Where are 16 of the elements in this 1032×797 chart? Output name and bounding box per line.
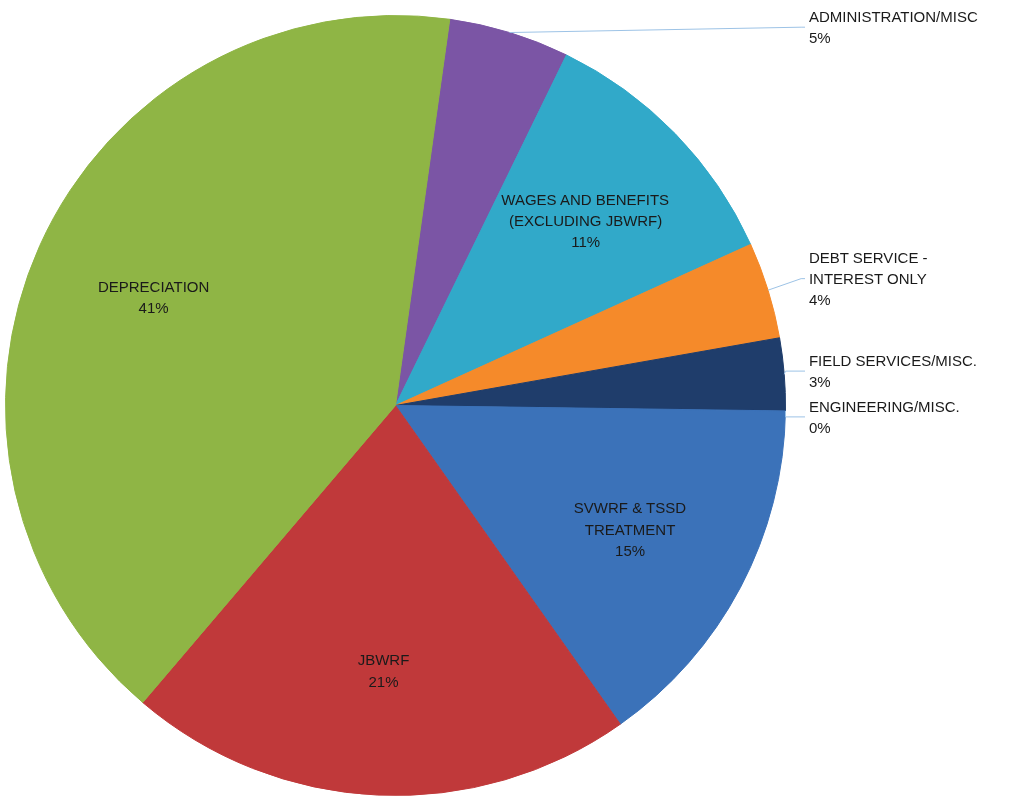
text: 0% (808, 419, 831, 437)
data-label: 15% (615, 541, 646, 559)
data-label: 41% (138, 298, 169, 316)
data-label: 4% (808, 291, 831, 309)
slice-label: FIELD SERVICES/MISC. (808, 351, 978, 369)
data-label: 11% (571, 233, 601, 251)
slice-label: SVWRF & TSSD TREATMENT (573, 499, 687, 538)
legend-label: ENGINEERING/MISC. (808, 397, 960, 415)
data-label: 3% (808, 373, 831, 391)
data-label: 21% (368, 672, 399, 690)
slice-label: DEBT SERVICE - INTEREST ONLY (808, 248, 928, 288)
slice-label: JBWRF (357, 651, 410, 669)
slice-label: WAGES AND BENEFITS (EXCLUDING JBWRF) (501, 190, 670, 230)
data-label: 5% (808, 29, 831, 47)
slice-label: ADMINISTRATION/MISC (808, 8, 978, 26)
slice-label: DEPRECIATION (97, 277, 210, 295)
